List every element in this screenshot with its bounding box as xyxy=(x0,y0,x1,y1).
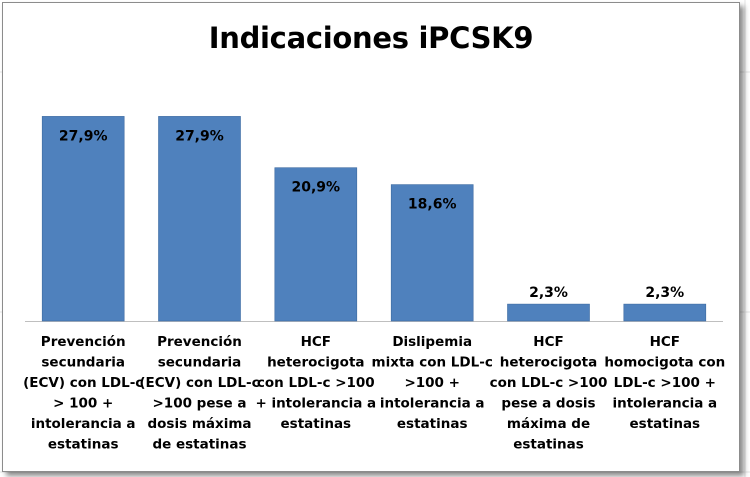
chart-container[interactable]: Indicaciones iPCSK9 27,9% Prevención secun… xyxy=(2,2,740,472)
bar-2[interactable] xyxy=(158,116,241,322)
bar-3[interactable] xyxy=(274,167,358,322)
category-label-line: estatinas xyxy=(397,416,468,432)
category-label-line: HCF xyxy=(533,334,563,350)
category-label-line: secundaria xyxy=(41,355,125,371)
category-label-line: Prevención xyxy=(157,334,242,350)
category-label-line: intolerancia a xyxy=(380,396,485,412)
category-label-2: Prevención secundaria (ECV) con LDL-c >100 … xyxy=(139,334,259,453)
bar-6[interactable] xyxy=(623,303,707,322)
category-label-line: >100 pese a xyxy=(152,396,246,412)
category-label-3: HCF heterocigota con LDL-c >100 + intoleran… xyxy=(255,334,376,432)
category-label-line: estatinas xyxy=(281,416,352,432)
category-label-line: LDL-c >100 + xyxy=(614,375,716,391)
category-label-line: (ECV) con LDL-c xyxy=(23,375,143,391)
data-label-4: 18,6% xyxy=(408,197,457,213)
category-label-4: Dislipemia mixta con LDL-c >100 + intoleran… xyxy=(372,334,493,432)
category-label-line: estatinas xyxy=(513,437,584,453)
bar-4[interactable] xyxy=(390,184,474,322)
category-label-line: intolerancia a xyxy=(612,396,717,412)
category-label-line: + intolerancia a xyxy=(255,396,376,412)
bar-chart-plot: 27,9% Prevención secundaria (ECV) con LDL-c… xyxy=(23,116,725,453)
category-label-line: con LDL-c >100 xyxy=(490,375,608,391)
data-label-3: 20,9% xyxy=(292,180,341,196)
category-label-line: mixta con LDL-c xyxy=(372,355,493,371)
category-label-line: HCF xyxy=(650,334,680,350)
chart-title: Indicaciones iPCSK9 xyxy=(208,21,534,55)
category-label-line: dosis máxima xyxy=(147,416,251,432)
category-label-line: >100 + xyxy=(404,375,460,391)
category-label-line: máxima de xyxy=(507,416,590,432)
category-label-1: Prevención secundaria (ECV) con LDL-c > 100… xyxy=(23,334,143,453)
data-label-5: 2,3% xyxy=(529,285,568,301)
data-label-6: 2,3% xyxy=(645,285,684,301)
category-label-line: intolerancia a xyxy=(31,416,136,432)
data-label-2: 27,9% xyxy=(175,128,224,144)
category-label-line: homocigota con xyxy=(604,355,725,371)
category-label-line: Prevención xyxy=(41,334,126,350)
category-label-5: HCF heterocigota con LDL-c >100 pese a dosi… xyxy=(490,334,608,453)
category-label-6: HCF homocigota con LDL-c >100 + intoleranci… xyxy=(604,334,725,432)
data-label-1: 27,9% xyxy=(59,128,108,144)
bar-1[interactable] xyxy=(41,116,125,322)
category-label-line: de estatinas xyxy=(152,437,246,453)
category-label-line: estatinas xyxy=(630,416,701,432)
category-label-line: heterocigota xyxy=(500,355,597,371)
category-label-line: > 100 + xyxy=(53,396,113,412)
category-label-line: heterocigota xyxy=(267,355,364,371)
category-label-line: estatinas xyxy=(48,437,119,453)
category-label-line: Dislipemia xyxy=(392,334,472,350)
category-label-line: secundaria xyxy=(158,355,242,371)
category-label-line: (ECV) con LDL-c xyxy=(139,375,259,391)
bar-5[interactable] xyxy=(507,303,590,322)
category-label-line: HCF xyxy=(301,334,331,350)
category-label-line: con LDL-c >100 xyxy=(257,375,375,391)
category-label-line: pese a dosis xyxy=(501,396,595,412)
